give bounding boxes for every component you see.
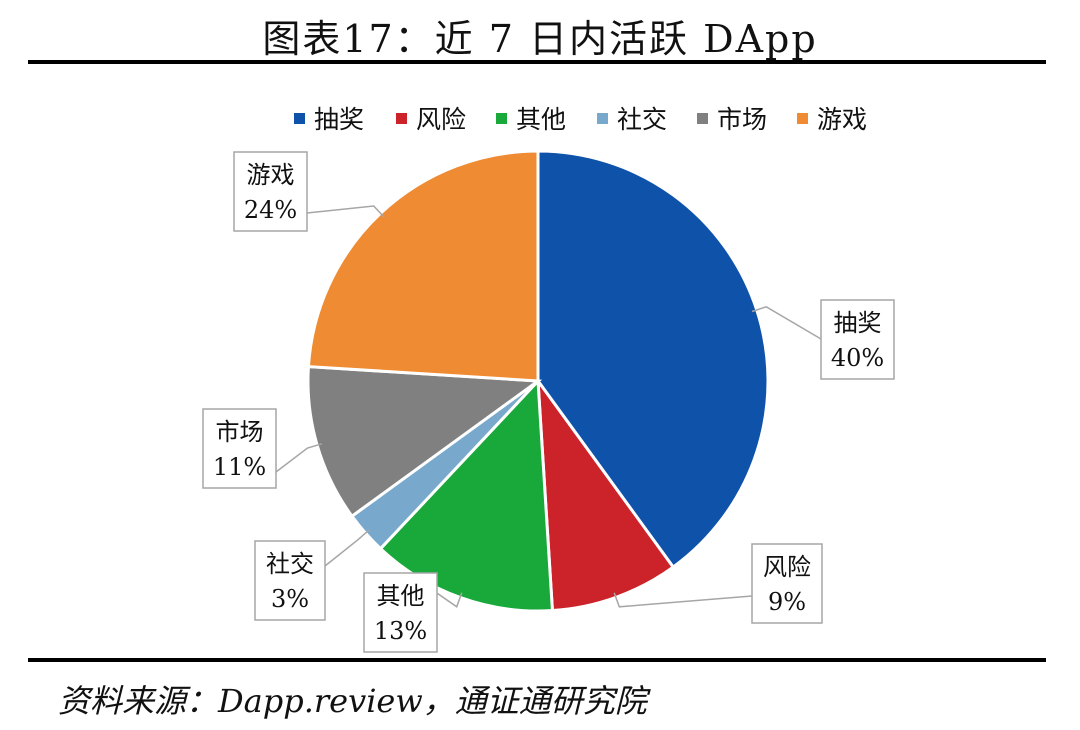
data-label-value: 9%	[768, 588, 806, 616]
legend-label: 抽奖	[314, 105, 364, 134]
legend-label: 游戏	[817, 105, 867, 134]
top-rule	[28, 60, 1046, 64]
data-label-box	[254, 540, 326, 621]
data-label-category: 社交	[266, 550, 314, 578]
legend-item-2: 其他	[496, 105, 566, 134]
data-label-0: 抽奖 40%	[820, 299, 895, 380]
data-label-5: 游戏 24%	[233, 151, 308, 232]
data-label-category: 游戏	[247, 161, 295, 189]
data-label-1: 风险 9%	[751, 543, 823, 624]
legend-item-4: 市场	[697, 105, 767, 134]
data-label-box	[820, 299, 895, 380]
data-label-box	[751, 543, 823, 624]
legend-swatch	[294, 113, 305, 124]
data-label-2: 其他 13%	[363, 572, 438, 653]
data-label-value: 40%	[831, 344, 884, 372]
leader-line-0	[751, 305, 822, 340]
data-label-category: 市场	[216, 418, 264, 446]
legend-swatch	[797, 113, 808, 124]
data-label-value: 24%	[244, 196, 297, 224]
legend-item-3: 社交	[597, 105, 667, 134]
source-note: 资料来源：Dapp.review，通证通研究院	[58, 682, 647, 720]
legend-item-0: 抽奖	[294, 105, 364, 134]
data-label-value: 3%	[271, 585, 309, 613]
legend-label: 风险	[416, 105, 466, 134]
data-label-category: 风险	[763, 553, 811, 581]
data-label-value: 11%	[213, 453, 266, 481]
data-label-box	[233, 151, 308, 232]
legend-item-5: 游戏	[797, 105, 867, 134]
data-label-box	[202, 408, 277, 489]
leader-line-4	[275, 443, 323, 473]
chart-title: 图表17：近 7 日内活跃 DApp	[262, 17, 818, 61]
data-label-value: 13%	[374, 617, 427, 645]
legend-item-1: 风险	[396, 105, 466, 134]
pie-slice-5	[306, 149, 540, 383]
legend-swatch	[396, 113, 407, 124]
legend-label: 其他	[516, 105, 566, 134]
data-label-category: 其他	[377, 582, 425, 610]
leader-line-5	[306, 205, 385, 218]
legend-swatch	[597, 113, 608, 124]
legend-label: 市场	[717, 105, 767, 134]
leader-line-3	[324, 529, 370, 567]
legend-swatch	[496, 113, 507, 124]
data-label-4: 市场 11%	[202, 408, 277, 489]
data-label-3: 社交 3%	[254, 540, 326, 621]
data-label-category: 抽奖	[834, 309, 882, 337]
bottom-rule	[28, 658, 1046, 662]
data-label-box	[363, 572, 438, 653]
legend-label: 社交	[617, 105, 667, 134]
leader-line-1	[613, 592, 753, 608]
legend-swatch	[697, 113, 708, 124]
